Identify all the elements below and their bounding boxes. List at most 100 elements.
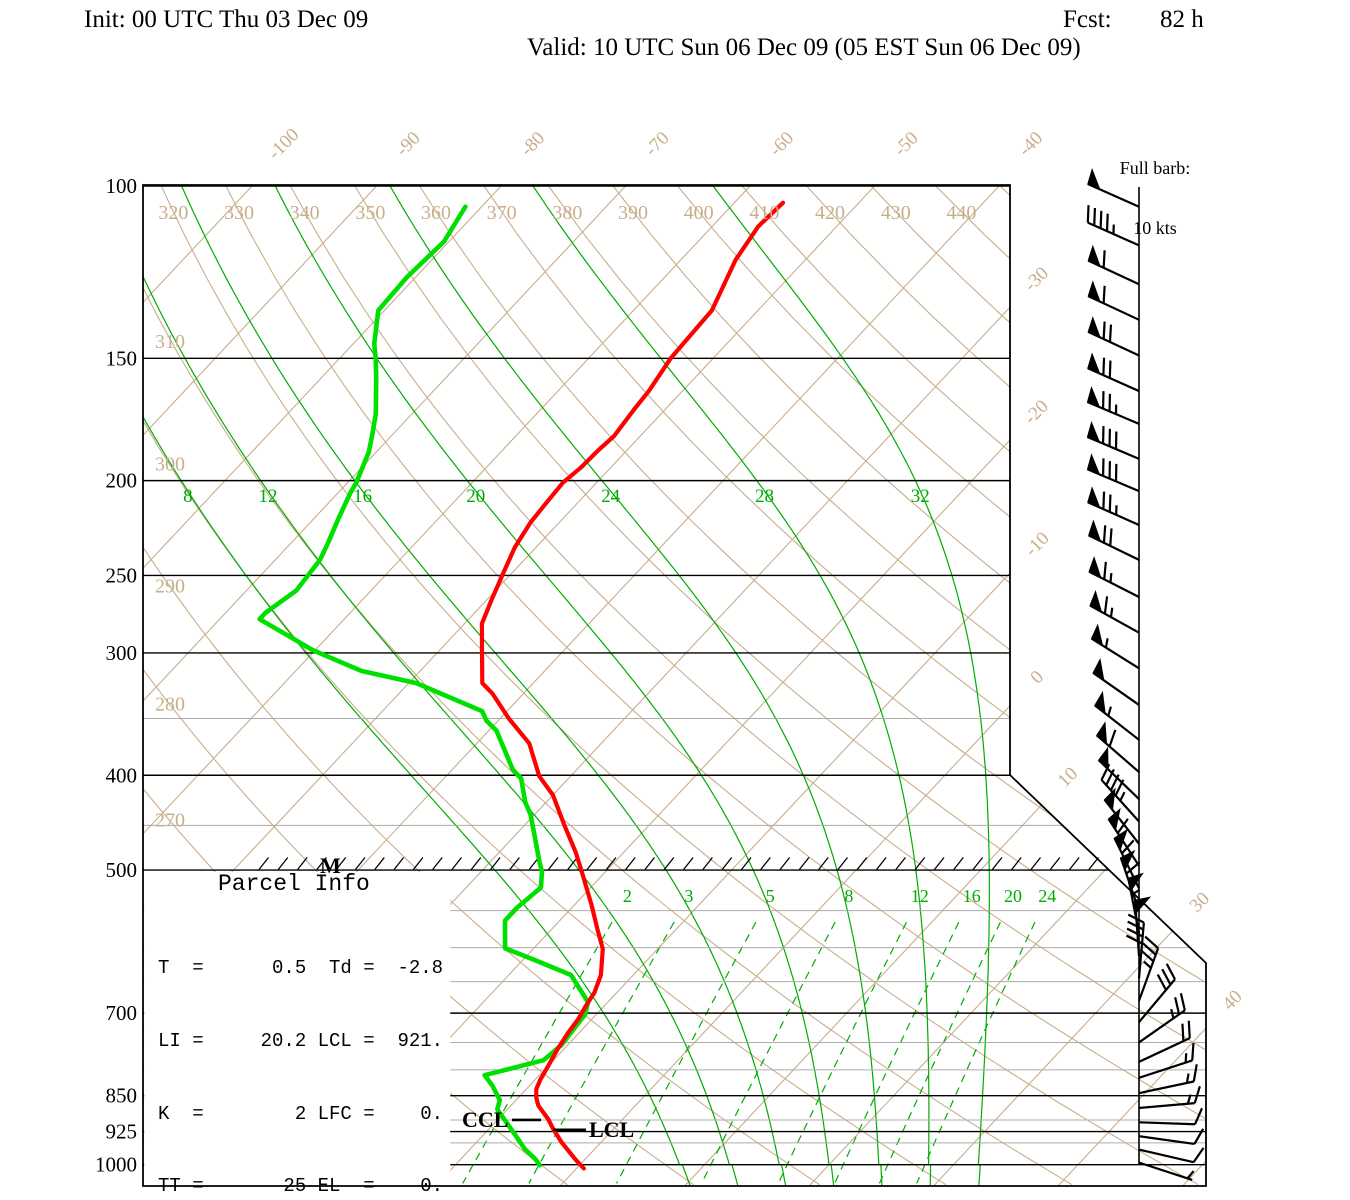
isotherm-label-top: -90 bbox=[392, 128, 425, 161]
dry-adiabat-label: 300 bbox=[155, 453, 185, 475]
wind-barb-pennant bbox=[1087, 486, 1101, 509]
isotherm-line bbox=[143, 185, 503, 1186]
wind-barb-full bbox=[1109, 528, 1113, 546]
wind-barb-full bbox=[1127, 913, 1145, 924]
moist-adiabat-label: 20 bbox=[466, 486, 485, 507]
mixing-ratio-line bbox=[777, 921, 908, 1184]
pressure-label: 300 bbox=[106, 641, 138, 665]
wind-barb bbox=[1138, 1161, 1195, 1181]
isotherm-line bbox=[933, 185, 1206, 1186]
wind-barb-pennant bbox=[1113, 828, 1128, 852]
wind-barb bbox=[1138, 1128, 1205, 1146]
hatch-tick bbox=[586, 857, 598, 870]
pressure-label: 200 bbox=[106, 469, 138, 493]
wind-barb bbox=[1138, 1020, 1191, 1063]
wind-barb bbox=[1138, 1042, 1195, 1079]
wind-barb-full bbox=[1141, 942, 1157, 956]
profiles bbox=[257, 200, 786, 1171]
pressure-label: 925 bbox=[106, 1120, 138, 1144]
hatch-tick bbox=[760, 857, 771, 870]
wind-barb bbox=[1094, 690, 1140, 741]
wind-barb-half bbox=[1184, 1053, 1188, 1063]
hatch-tick bbox=[625, 857, 636, 870]
isotherm-label-top: -70 bbox=[641, 128, 674, 161]
moist-adiabat-label: 8 bbox=[183, 486, 193, 507]
wind-barb-full bbox=[1108, 729, 1117, 747]
wind-barb bbox=[1138, 1086, 1201, 1110]
wind-barb-pennant bbox=[1107, 807, 1121, 832]
hatch-tick bbox=[798, 857, 810, 870]
wind-barb bbox=[1133, 896, 1152, 957]
wind-barb-pennant bbox=[1088, 555, 1102, 579]
wind-barb bbox=[1086, 205, 1140, 247]
dry-adiabat-label: 400 bbox=[684, 202, 714, 224]
hatch-tick bbox=[972, 857, 984, 870]
mixing-ratio-label: 12 bbox=[911, 886, 929, 906]
hatch-tick bbox=[432, 857, 443, 870]
mixing-ratio-line bbox=[834, 921, 960, 1184]
wind-barb-full bbox=[1126, 927, 1144, 938]
hatch-tick bbox=[644, 857, 656, 870]
wind-barb-legend-line1: Full barb: bbox=[1119, 158, 1191, 178]
wind-barb-full bbox=[1100, 763, 1111, 781]
wind-barb bbox=[1138, 993, 1186, 1044]
pressure-label: 100 bbox=[106, 174, 138, 198]
isotherm-line bbox=[808, 185, 1206, 1186]
hatch-tick bbox=[991, 857, 1003, 870]
wind-barb-full bbox=[1086, 205, 1090, 223]
mixed-layer-marker: M bbox=[320, 853, 341, 878]
dry-adiabat-label: 430 bbox=[881, 202, 911, 224]
dry-adiabat-label: 390 bbox=[618, 202, 648, 224]
mixing-ratio-line bbox=[701, 921, 836, 1184]
wind-barb-half bbox=[1104, 638, 1109, 648]
hatch-ticks-500hpa bbox=[258, 857, 1099, 870]
ccl-annotation: CCL bbox=[462, 1107, 509, 1132]
wind-barb-half bbox=[1109, 572, 1113, 583]
wind-barb-half bbox=[1186, 1094, 1192, 1105]
hatch-tick bbox=[1011, 857, 1022, 870]
isotherm-line bbox=[559, 185, 1206, 1186]
dry-adiabat-label: 440 bbox=[946, 202, 976, 224]
dry-adiabat-line bbox=[483, 185, 1206, 1186]
parcel-info-mask bbox=[144, 872, 451, 1185]
wind-barb-shaft bbox=[1087, 221, 1140, 247]
mixing-ratio-line bbox=[528, 921, 675, 1184]
dry-adiabat-line bbox=[143, 185, 821, 1186]
pressure-label: 700 bbox=[106, 1001, 138, 1025]
wind-barb-shaft bbox=[1138, 1102, 1195, 1110]
dry-adiabat-label: 410 bbox=[749, 202, 779, 224]
wind-barb-shaft bbox=[1138, 1148, 1194, 1164]
wind-barb-pennant bbox=[1120, 849, 1136, 872]
wind-barb-full bbox=[1105, 213, 1109, 232]
wind-barb-pennant bbox=[1089, 590, 1103, 613]
dry-adiabat-line bbox=[548, 185, 1206, 1186]
isotherm-label-right: 0 bbox=[1026, 667, 1048, 689]
wind-barb bbox=[1092, 657, 1140, 706]
wind-barb-shaft bbox=[1138, 1059, 1193, 1079]
mixing-ratio-line bbox=[878, 921, 1001, 1184]
init-time-label: Init: 00 UTC Thu 03 Dec 09 bbox=[84, 6, 369, 33]
dry-adiabat-label: 380 bbox=[552, 202, 582, 224]
dry-adiabat-label: 290 bbox=[155, 576, 185, 598]
wind-barb-shaft bbox=[1138, 1080, 1195, 1095]
moist-adiabat-line bbox=[389, 185, 883, 1186]
hatch-tick bbox=[683, 857, 694, 870]
hatch-tick bbox=[412, 857, 424, 870]
isotherm-line bbox=[1057, 185, 1206, 1186]
wind-barb-full bbox=[1102, 250, 1106, 268]
wind-barb bbox=[1096, 721, 1140, 773]
wind-barb-pennant bbox=[1087, 316, 1101, 339]
wind-barb-full bbox=[1193, 1086, 1201, 1104]
moist-adiabat-label: 12 bbox=[258, 486, 277, 507]
moist-adiabat-line bbox=[532, 185, 932, 1186]
pressure-label: 500 bbox=[106, 858, 138, 882]
wind-barb bbox=[1097, 746, 1140, 800]
pressure-label: 150 bbox=[106, 346, 138, 370]
mixing-ratio-line bbox=[916, 921, 1036, 1184]
wind-barb-pennant bbox=[1098, 746, 1109, 771]
isotherm-line bbox=[143, 185, 876, 1186]
wind-barb bbox=[1087, 168, 1140, 208]
dry-adiabat-line bbox=[289, 185, 1206, 1186]
dry-adiabat-label: 320 bbox=[158, 202, 188, 224]
